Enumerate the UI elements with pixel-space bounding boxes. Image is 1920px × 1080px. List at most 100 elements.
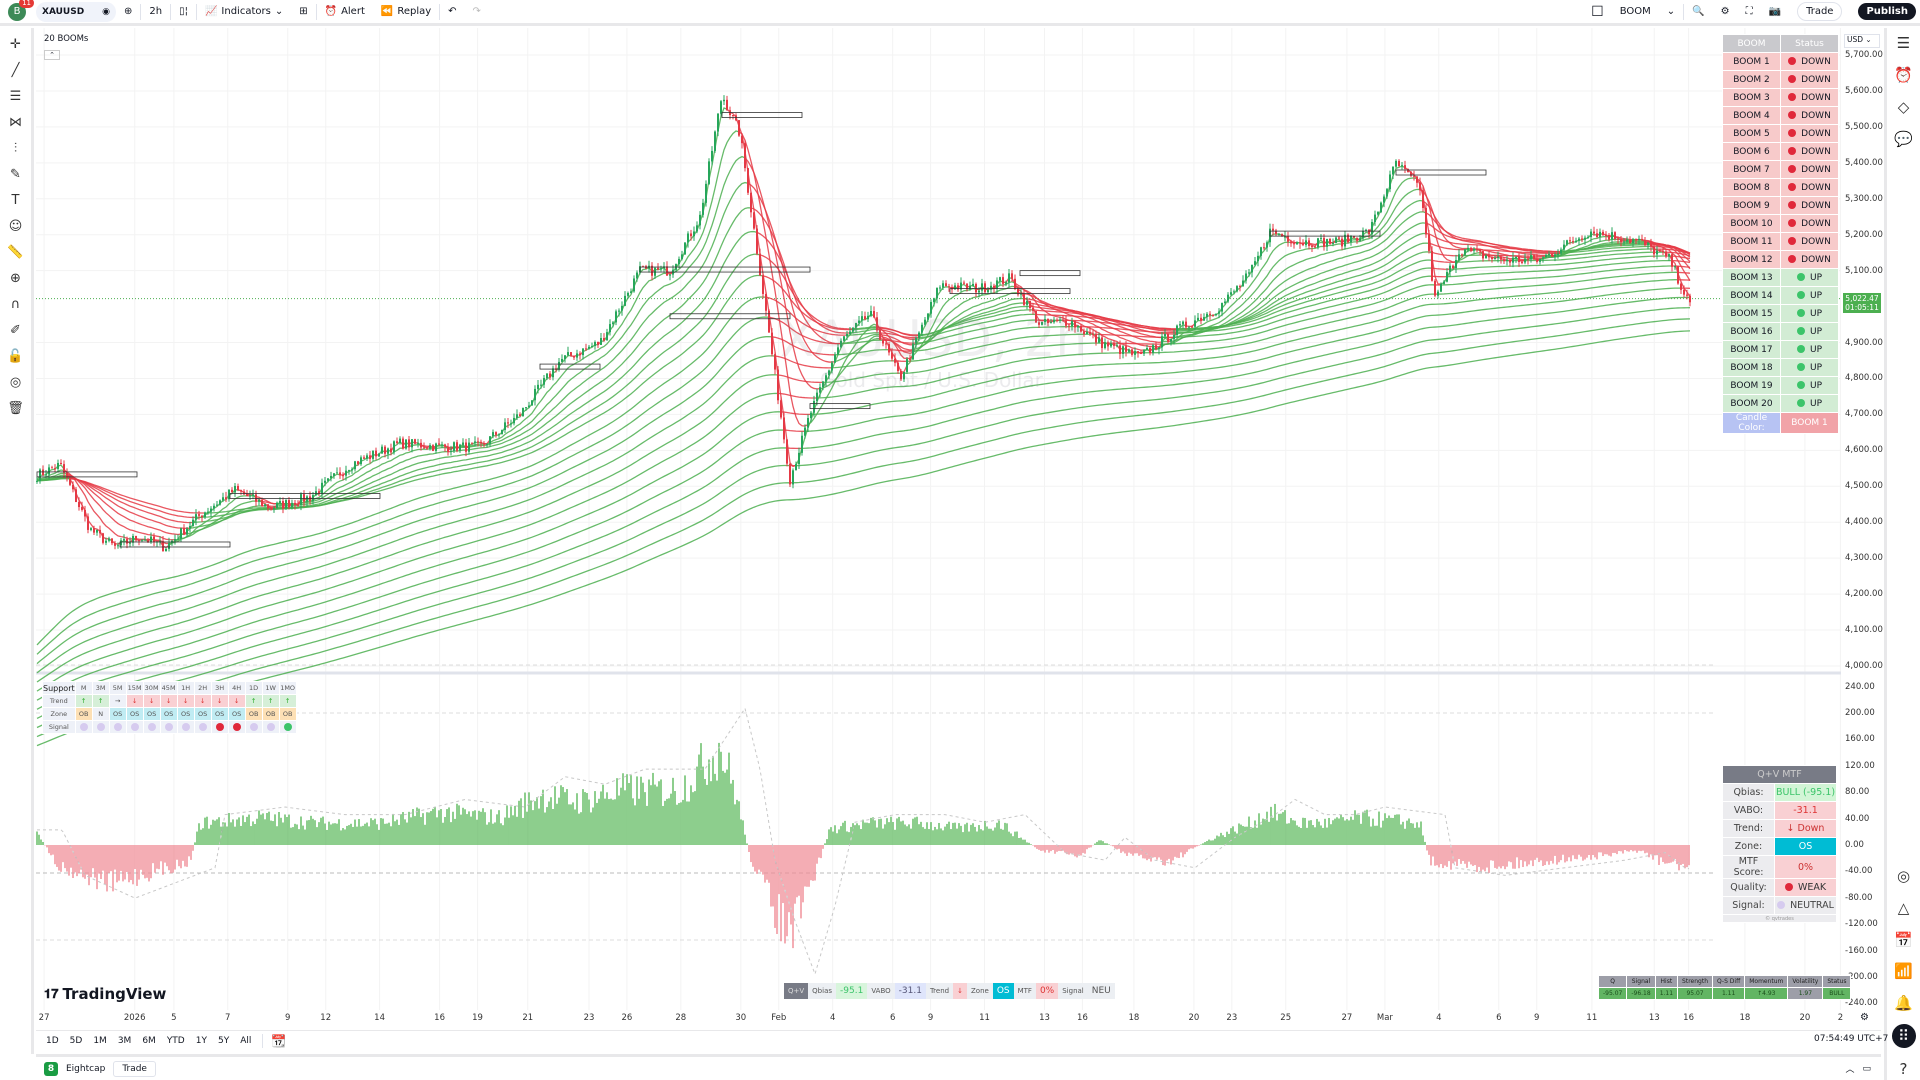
top-toolbar: B 11 XAUUSD ◉ ⊕ 2h ▯¦ 📈 Indicators ⌄ ⊞ ⏰ Aler… [0, 0, 1920, 26]
range-button[interactable]: 6M [142, 1035, 156, 1046]
range-button[interactable]: 1M [93, 1035, 107, 1046]
forecasting-icon[interactable]: ⫶ [13, 140, 18, 156]
boom-ribbon-line [777, 374, 824, 383]
candle-body [408, 439, 410, 448]
chat-icon[interactable]: 💬 [1894, 129, 1913, 148]
layout-name-dropdown[interactable]: BOOM ⌄ [1612, 0, 1683, 25]
calendar-icon[interactable]: 📅 [1894, 930, 1913, 949]
magnet-icon[interactable]: ∩ [10, 296, 21, 312]
brush-icon[interactable]: ✎ [10, 166, 21, 182]
layers-icon[interactable]: ◇ [1897, 97, 1910, 116]
boom-ribbon-line [882, 339, 917, 344]
broker-trade-button[interactable]: Trade [113, 1060, 156, 1077]
range-button[interactable]: 5Y [217, 1035, 230, 1046]
range-button[interactable]: 5D [69, 1035, 83, 1046]
patterns-icon[interactable]: ⋈ [9, 114, 22, 130]
watchlist-icon[interactable]: ☰ [1896, 33, 1911, 52]
boom-status: DOWN [1780, 178, 1839, 197]
templates-button[interactable]: ⊞ [291, 0, 315, 25]
boom-header-cell: Status [1780, 34, 1839, 53]
candle-body [543, 378, 545, 385]
candle-body [1215, 313, 1217, 316]
replay-button[interactable]: ⏪ Replay [373, 0, 439, 25]
trend-line-icon[interactable]: ╱ [11, 62, 20, 78]
symbol-search[interactable]: XAUUSD ◉ [36, 1, 116, 22]
candle-body [1680, 283, 1682, 290]
candle-body [1155, 345, 1157, 350]
lock-icon[interactable]: 🔓 [7, 348, 24, 364]
boom-ribbon-line [879, 338, 914, 351]
signal-feed-icon[interactable]: 📶 [1894, 962, 1913, 981]
lock-drawing-icon[interactable]: ✐ [10, 322, 21, 338]
boom-ribbon-line [1062, 319, 1073, 326]
crosshair-icon[interactable]: ✛ [10, 36, 21, 52]
boom-ribbon-line [783, 429, 806, 432]
interval-button[interactable]: 2h [141, 0, 170, 25]
compare-add-button[interactable]: ⊕ [116, 0, 140, 25]
indicator-legend[interactable]: 20 BOOMs [44, 34, 89, 44]
alarm-clock-icon[interactable]: ⏰ [1894, 65, 1913, 84]
currency-selector[interactable]: USD ⌄ [1844, 34, 1880, 48]
boom-ribbon-line [915, 319, 1037, 344]
axis-settings-icon[interactable]: ⚙ [1860, 1012, 1869, 1023]
eye-icon[interactable]: ◎ [9, 374, 22, 390]
broker-name[interactable]: Eightcap [66, 1063, 106, 1074]
candle-body [957, 285, 959, 290]
collapse-legend-button[interactable]: ⌃ [44, 50, 60, 60]
layout-button[interactable]: ☐ [1583, 0, 1612, 25]
stats-header: Volatility [1787, 975, 1824, 988]
text-icon[interactable]: T [11, 192, 20, 208]
price-tick: 5,600.00 [1845, 85, 1883, 96]
boom-ribbon-line [111, 540, 122, 546]
chevron-up-icon[interactable]: ︿ [1845, 1065, 1855, 1075]
user-avatar[interactable]: B 11 [8, 0, 34, 21]
boom-status-text: UP [1809, 398, 1822, 409]
alert-button[interactable]: ⏰ Alert [317, 0, 373, 25]
boom-ribbon-line [63, 469, 134, 540]
settings-button[interactable]: ⚙ [1713, 0, 1738, 25]
help-icon[interactable]: ? [1899, 1060, 1908, 1079]
indicators-button[interactable]: 📈 Indicators ⌄ [197, 0, 291, 25]
target-icon[interactable]: ◎ [1896, 866, 1911, 885]
boom-name: BOOM 5 [1722, 124, 1781, 143]
range-button[interactable]: All [240, 1035, 252, 1046]
boom-ribbon-line [762, 275, 854, 331]
emoji-icon[interactable]: ☺ [8, 218, 23, 234]
time-tick: 6 [1496, 1013, 1502, 1023]
candle-body [1401, 165, 1403, 167]
candle-body [1233, 291, 1235, 293]
range-button[interactable]: YTD [166, 1035, 185, 1046]
publish-button[interactable]: Publish [1858, 3, 1916, 20]
trade-button[interactable]: Trade [1797, 2, 1843, 21]
apps-grid-icon[interactable]: ⠿ [1891, 1024, 1916, 1049]
boom-ribbon-line [36, 469, 65, 482]
candle-body [405, 439, 407, 449]
goto-date-icon[interactable]: 📆 [262, 1033, 286, 1048]
tradingview-logo[interactable]: 𝟏𝟕 TradingView [44, 985, 166, 1003]
price-chart[interactable] [36, 28, 1841, 1010]
bell-icon[interactable]: 🔔 [1894, 994, 1913, 1013]
clock[interactable]: 07:54:49 UTC+7 [1814, 1034, 1889, 1044]
maximize-panel-icon[interactable]: ▭ [1862, 1063, 1871, 1074]
watchlist-eye-icon[interactable]: ◉ [102, 6, 110, 17]
time-tick: 9 [927, 1013, 934, 1023]
quick-search-button[interactable]: 🔍 [1684, 0, 1712, 25]
ideas-icon[interactable]: △ [1897, 898, 1910, 917]
snapshot-button[interactable]: 📷 [1761, 0, 1789, 25]
chart-type-button[interactable]: ▯¦ [171, 0, 196, 25]
range-button[interactable]: 1Y [195, 1035, 207, 1046]
candle-body [1431, 250, 1433, 281]
zoom-in-icon[interactable]: ⊕ [10, 270, 21, 286]
candle-body [327, 478, 329, 481]
trash-icon[interactable]: 🗑 [7, 400, 24, 416]
ruler-icon[interactable]: 📏 [7, 244, 24, 260]
candle-body [1044, 319, 1046, 322]
redo-button[interactable]: ↷ [465, 0, 489, 25]
range-button[interactable]: 1D [46, 1035, 59, 1046]
candle-body [1545, 254, 1547, 258]
fib-retracement-icon[interactable]: ☰ [9, 88, 22, 104]
fullscreen-button[interactable]: ⛶ [1738, 0, 1761, 25]
timeframe-header: 1H [176, 681, 195, 695]
range-button[interactable]: 3M [117, 1035, 132, 1046]
undo-button[interactable]: ↶ [440, 0, 464, 25]
